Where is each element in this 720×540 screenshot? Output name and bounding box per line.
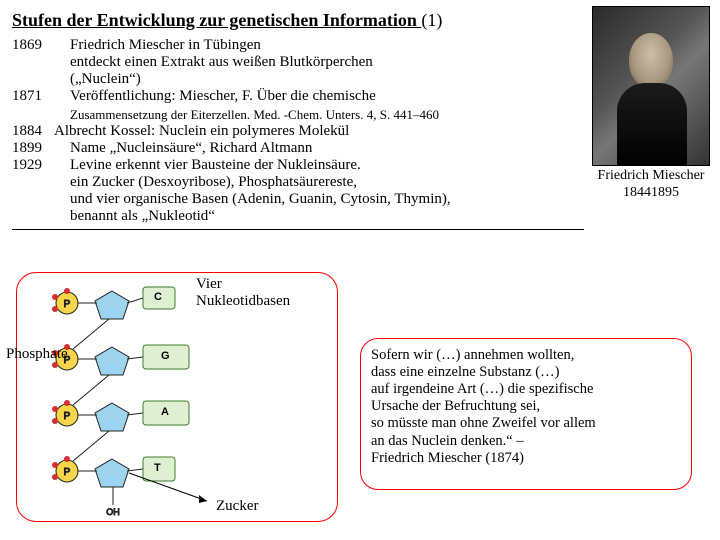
portrait-name: Friedrich Miescher [592, 168, 710, 183]
timeline-text: Albrecht Kossel: Nuclein ein polymeres M… [54, 123, 594, 140]
year: 1899 [12, 140, 70, 157]
timeline-text: und vier organische Basen (Adenin, Guani… [70, 191, 594, 208]
year: 1869 [12, 37, 70, 54]
base-c: C [154, 291, 162, 303]
portrait-photo [592, 6, 710, 166]
quote-line: dass eine einzelne Substanz (…) [371, 364, 681, 381]
quote-line: Ursache der Befruchtung sei, [371, 398, 681, 415]
timeline-block-2: 1884Albrecht Kossel: Nuclein ein polymer… [12, 123, 594, 225]
timeline-text: benannt als „Nukleotid“ [70, 208, 594, 225]
divider [12, 229, 584, 230]
svg-text:P: P [64, 411, 71, 422]
timeline-text: Levine erkennt vier Bausteine der Nuklei… [70, 157, 594, 174]
quote-box: Sofern wir (…) annehmen wollten, dass ei… [360, 338, 692, 490]
portrait-years: 18441895 [592, 185, 710, 200]
timeline-text: ein Zucker (Desxoyribose), Phosphatsäure… [70, 174, 594, 191]
year: 1884 [12, 123, 54, 140]
svg-text:P: P [64, 467, 71, 478]
nucleotide-svg: P P P P [17, 273, 337, 521]
year [12, 71, 70, 88]
year [12, 191, 70, 208]
bases-label: VierNukleotidbasen [196, 276, 316, 309]
phosphate-label: Phosphate [6, 346, 68, 363]
quote-line: an das Nuclein denken.“ – [371, 433, 681, 450]
quote-line: Friedrich Miescher (1874) [371, 450, 681, 467]
quote-line: Sofern wir (…) annehmen wollten, [371, 347, 681, 364]
year: 1871 [12, 88, 70, 105]
title-suffix: (1) [421, 10, 442, 30]
year [12, 208, 70, 225]
svg-text:OH: OH [106, 507, 120, 517]
portrait-block: Friedrich Miescher 18441895 [592, 6, 710, 201]
year [12, 54, 70, 71]
svg-text:P: P [64, 299, 71, 310]
year: 1929 [12, 157, 70, 174]
timeline-text: Name „Nucleinsäure“, Richard Altmann [70, 140, 594, 157]
base-t: T [154, 462, 161, 474]
base-g: G [161, 350, 170, 362]
year [12, 174, 70, 191]
quote-line: auf irgendeine Art (…) die spezifische [371, 381, 681, 398]
nucleotide-diagram: P P P P [16, 272, 338, 522]
sugar-label: Zucker [216, 498, 258, 515]
title-main: Stufen der Entwicklung zur genetischen I… [12, 10, 421, 30]
base-a: A [161, 406, 169, 418]
quote-line: so müsste man ohne Zweifel vor allem [371, 415, 681, 432]
